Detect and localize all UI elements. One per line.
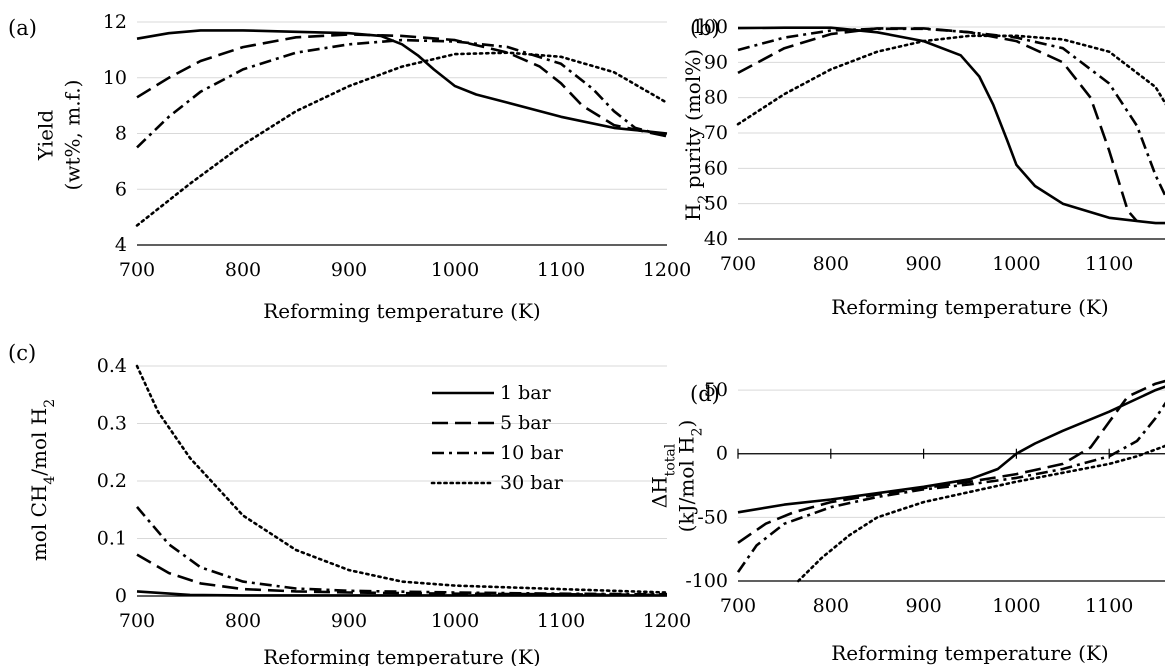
x-tick-label: 1100 bbox=[1085, 253, 1133, 275]
y-tick-label: 50 bbox=[704, 379, 728, 401]
panel-label-b: (b) bbox=[690, 16, 720, 40]
y-tick-label: 0 bbox=[716, 443, 728, 465]
y-tick-label: 0.2 bbox=[97, 470, 127, 492]
y-tick-label: 0.1 bbox=[97, 528, 127, 550]
y-axis-label: Yield bbox=[34, 110, 58, 161]
x-axis-label: Reforming temperature (K) bbox=[831, 641, 1108, 665]
series-line-1-bar bbox=[136, 29, 668, 135]
panel-b-h2-purity-chart: (b)405060708090100700800900100011001200R… bbox=[681, 16, 1165, 319]
panel-d-enthalpy-chart: (d)-100-50050700800900100011001200Reform… bbox=[648, 379, 1165, 665]
panel-a-yield-chart: (a) 4 6 8 10 12 700 800 900 1000 1100 1200 Reforming… bbox=[8, 11, 691, 323]
x-tick-label: 1000 bbox=[431, 259, 479, 281]
legend-label: 5 bar bbox=[500, 412, 552, 434]
y-tick-label: 100 bbox=[692, 16, 728, 38]
series-line-30-bar bbox=[736, 34, 1165, 126]
panel-label-c: (c) bbox=[8, 341, 36, 365]
y-tick-label: 4 bbox=[115, 234, 127, 256]
y-tick-label: 80 bbox=[704, 87, 728, 109]
series-line-1-bar bbox=[136, 590, 667, 597]
panel-label-d: (d) bbox=[690, 382, 720, 406]
y-axis-label: ΔHtotal bbox=[648, 443, 679, 508]
x-tick-label: 900 bbox=[905, 253, 941, 275]
y-tick-label: 10 bbox=[103, 67, 127, 89]
series-line-30-bar bbox=[135, 364, 669, 594]
x-tick-label: 800 bbox=[225, 610, 261, 632]
legend-label: 1 bar bbox=[500, 382, 552, 404]
panel-c-ch4-h2-chart: (c) 0 0.1 0.2 0.3 0.4 700 800 900 1000 1100 1200 Ref… bbox=[8, 341, 691, 666]
y-tick-label: 50 bbox=[704, 193, 728, 215]
series-line-10-bar bbox=[736, 401, 1165, 573]
x-tick-label: 800 bbox=[813, 253, 849, 275]
series-line-10-bar bbox=[136, 38, 668, 149]
series-line-10-bar bbox=[737, 27, 1165, 199]
series-line-5-bar bbox=[136, 33, 668, 138]
x-tick-label: 800 bbox=[225, 259, 261, 281]
y-tick-label: 0 bbox=[115, 585, 127, 607]
series-line-1-bar bbox=[737, 385, 1165, 514]
y-tick-label: -100 bbox=[685, 570, 728, 592]
panel-label-a: (a) bbox=[8, 16, 37, 40]
x-tick-label: 1000 bbox=[992, 595, 1040, 617]
y-tick-label: 8 bbox=[115, 123, 127, 145]
x-axis-label: Reforming temperature (K) bbox=[263, 299, 540, 323]
x-tick-label: 900 bbox=[331, 259, 367, 281]
y-tick-label: -50 bbox=[697, 506, 728, 528]
legend-label: 10 bar bbox=[500, 442, 564, 464]
y-axis-label: (kJ/mol H2) bbox=[675, 420, 706, 533]
x-tick-label: 1200 bbox=[643, 259, 691, 281]
series-line-10-bar bbox=[136, 506, 668, 596]
x-tick-label: 700 bbox=[720, 253, 756, 275]
y-tick-label: 90 bbox=[704, 51, 728, 73]
y-axis-label: mol CH4/mol H2 bbox=[27, 399, 58, 561]
x-tick-label: 1100 bbox=[1085, 595, 1133, 617]
y-axis-label: (wt%, m.f.) bbox=[61, 80, 85, 191]
x-tick-label: 1100 bbox=[537, 259, 585, 281]
x-tick-label: 800 bbox=[813, 595, 849, 617]
x-tick-label: 900 bbox=[331, 610, 367, 632]
x-tick-label: 900 bbox=[905, 595, 941, 617]
y-tick-label: 12 bbox=[103, 11, 127, 33]
x-axis-label: Reforming temperature (K) bbox=[831, 295, 1108, 319]
series-line-5-bar bbox=[737, 27, 1138, 223]
y-tick-label: 70 bbox=[704, 122, 728, 144]
y-tick-label: 60 bbox=[704, 157, 728, 179]
y-axis-label: H2 purity (mol%) bbox=[681, 49, 712, 221]
x-axis-label: Reforming temperature (K) bbox=[263, 645, 540, 666]
y-tick-label: 0.4 bbox=[97, 355, 127, 377]
series-line-1-bar bbox=[737, 26, 1165, 225]
y-tick-label: 6 bbox=[115, 178, 127, 200]
x-tick-label: 700 bbox=[119, 259, 155, 281]
x-tick-label: 1000 bbox=[431, 610, 479, 632]
series-line-5-bar bbox=[737, 379, 1165, 544]
legend-label: 30 bar bbox=[500, 472, 564, 494]
x-tick-label: 700 bbox=[119, 610, 155, 632]
x-tick-label: 1000 bbox=[992, 253, 1040, 275]
series-line-30-bar bbox=[135, 51, 669, 227]
x-tick-label: 1200 bbox=[643, 610, 691, 632]
x-tick-label: 700 bbox=[720, 595, 756, 617]
series-line-5-bar bbox=[136, 553, 668, 597]
x-tick-label: 1100 bbox=[537, 610, 585, 632]
y-tick-label: 0.3 bbox=[97, 413, 127, 435]
y-tick-label: 40 bbox=[704, 228, 728, 250]
